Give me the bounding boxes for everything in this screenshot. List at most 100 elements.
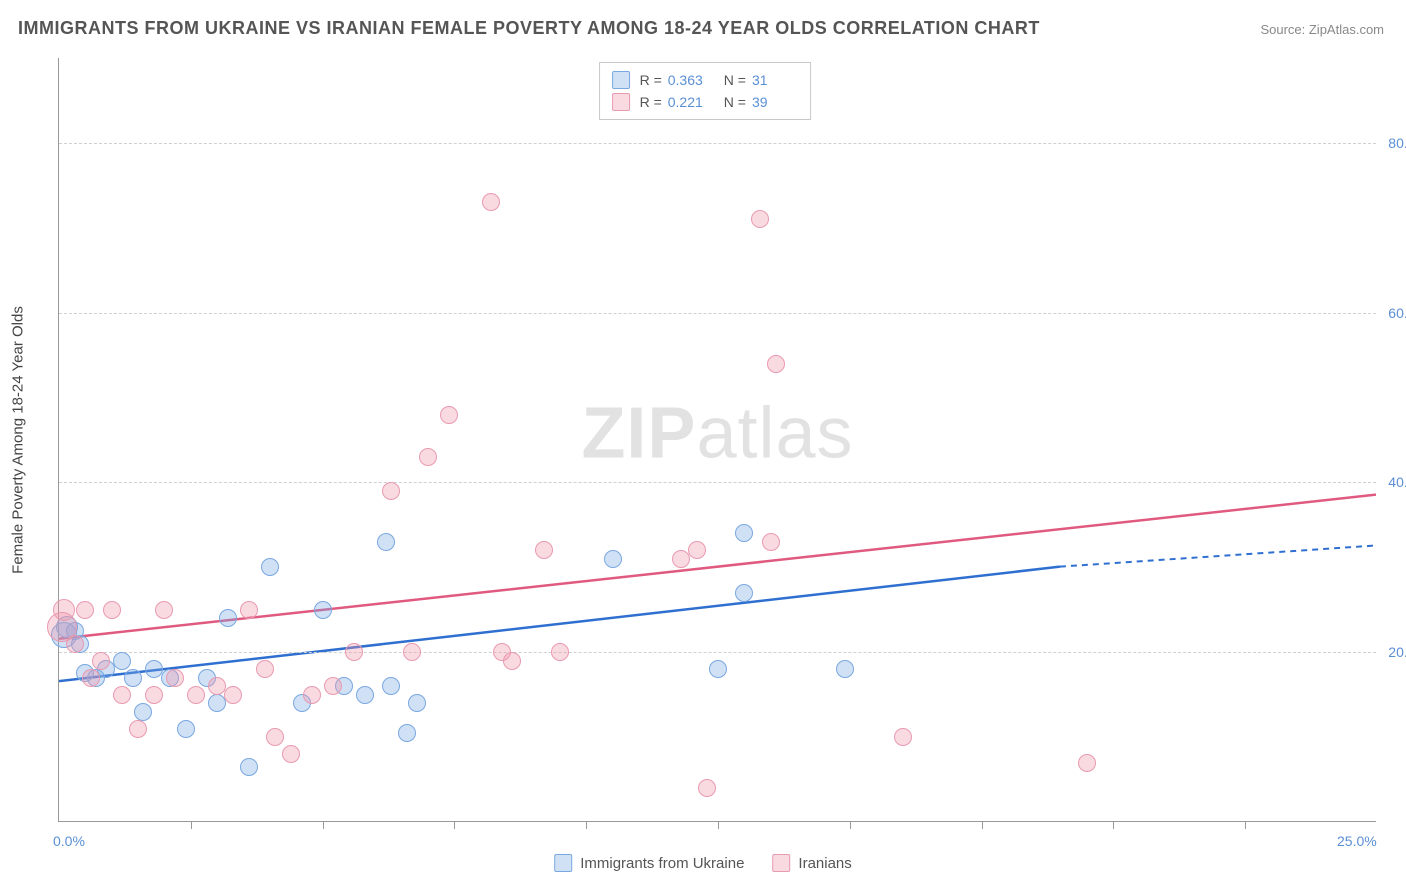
scatter-point-iranians bbox=[129, 720, 147, 738]
regression-line-dash-ukraine bbox=[1060, 545, 1376, 566]
stat-legend-row-ukraine: R = 0.363 N = 31 bbox=[612, 69, 798, 91]
stat-r-value: 0.363 bbox=[668, 69, 714, 91]
scatter-point-iranians bbox=[155, 601, 173, 619]
stat-n-value: 31 bbox=[752, 69, 798, 91]
scatter-point-ukraine bbox=[408, 694, 426, 712]
scatter-point-iranians bbox=[76, 601, 94, 619]
scatter-point-iranians bbox=[767, 355, 785, 373]
scatter-point-iranians bbox=[303, 686, 321, 704]
scatter-point-iranians bbox=[382, 482, 400, 500]
scatter-point-iranians bbox=[224, 686, 242, 704]
scatter-point-iranians bbox=[53, 599, 75, 621]
scatter-point-iranians bbox=[482, 193, 500, 211]
scatter-point-ukraine bbox=[398, 724, 416, 742]
scatter-point-iranians bbox=[503, 652, 521, 670]
scatter-point-ukraine bbox=[735, 584, 753, 602]
legend-swatch-icon bbox=[554, 854, 572, 872]
stat-r-value: 0.221 bbox=[668, 91, 714, 113]
scatter-point-iranians bbox=[698, 779, 716, 797]
scatter-point-iranians bbox=[403, 643, 421, 661]
x-axis-label: 0.0% bbox=[53, 833, 85, 849]
scatter-point-iranians bbox=[166, 669, 184, 687]
gridline bbox=[59, 143, 1376, 144]
stat-n-value: 39 bbox=[752, 91, 798, 113]
y-axis-label: 60.0% bbox=[1388, 305, 1406, 321]
legend-swatch-icon bbox=[612, 93, 630, 111]
scatter-point-iranians bbox=[145, 686, 163, 704]
bottom-legend: Immigrants from Ukraine Iranians bbox=[554, 854, 852, 872]
stat-r-label: R = bbox=[640, 91, 662, 113]
watermark-light: atlas bbox=[696, 393, 853, 473]
x-axis-tick bbox=[1113, 821, 1114, 829]
stat-n-label: N = bbox=[724, 69, 746, 91]
regression-lines-svg bbox=[59, 58, 1376, 821]
scatter-point-iranians bbox=[894, 728, 912, 746]
x-axis-label: 25.0% bbox=[1337, 833, 1377, 849]
watermark-text: ZIPatlas bbox=[581, 392, 853, 474]
y-axis-title: Female Poverty Among 18-24 Year Olds bbox=[10, 306, 27, 574]
stat-n-label: N = bbox=[724, 91, 746, 113]
scatter-point-ukraine bbox=[261, 558, 279, 576]
x-axis-tick bbox=[454, 821, 455, 829]
regression-line-iranians bbox=[59, 495, 1376, 639]
scatter-point-ukraine bbox=[735, 524, 753, 542]
gridline bbox=[59, 652, 1376, 653]
scatter-point-iranians bbox=[751, 210, 769, 228]
scatter-point-iranians bbox=[113, 686, 131, 704]
legend-swatch-icon bbox=[612, 71, 630, 89]
scatter-point-iranians bbox=[266, 728, 284, 746]
watermark-bold: ZIP bbox=[581, 393, 696, 473]
chart-container: IMMIGRANTS FROM UKRAINE VS IRANIAN FEMAL… bbox=[0, 0, 1406, 892]
scatter-point-ukraine bbox=[377, 533, 395, 551]
y-axis-label: 40.0% bbox=[1388, 474, 1406, 490]
scatter-point-ukraine bbox=[134, 703, 152, 721]
bottom-legend-item-ukraine: Immigrants from Ukraine bbox=[554, 854, 744, 872]
stat-legend-row-iranians: R = 0.221 N = 39 bbox=[612, 91, 798, 113]
scatter-point-iranians bbox=[103, 601, 121, 619]
scatter-point-iranians bbox=[187, 686, 205, 704]
scatter-point-iranians bbox=[762, 533, 780, 551]
x-axis-tick bbox=[982, 821, 983, 829]
stat-legend-box: R = 0.363 N = 31 R = 0.221 N = 39 bbox=[599, 62, 811, 120]
scatter-point-iranians bbox=[688, 541, 706, 559]
bottom-legend-item-iranians: Iranians bbox=[772, 854, 851, 872]
scatter-point-ukraine bbox=[113, 652, 131, 670]
gridline bbox=[59, 313, 1376, 314]
scatter-point-ukraine bbox=[836, 660, 854, 678]
scatter-point-iranians bbox=[551, 643, 569, 661]
plot-area: ZIPatlas R =0.363N =31R =0.221N =39 20.0… bbox=[58, 58, 1376, 822]
scatter-point-ukraine bbox=[314, 601, 332, 619]
x-axis-tick bbox=[191, 821, 192, 829]
scatter-point-iranians bbox=[92, 652, 110, 670]
scatter-point-iranians bbox=[256, 660, 274, 678]
bottom-legend-label: Immigrants from Ukraine bbox=[580, 855, 744, 872]
scatter-point-ukraine bbox=[124, 669, 142, 687]
stat-r-label: R = bbox=[640, 69, 662, 91]
scatter-point-ukraine bbox=[709, 660, 727, 678]
scatter-point-ukraine bbox=[240, 758, 258, 776]
regression-line-ukraine bbox=[59, 567, 1060, 681]
source-attribution: Source: ZipAtlas.com bbox=[1260, 22, 1384, 37]
scatter-point-iranians bbox=[82, 669, 100, 687]
scatter-point-iranians bbox=[240, 601, 258, 619]
scatter-point-ukraine bbox=[356, 686, 374, 704]
scatter-point-iranians bbox=[1078, 754, 1096, 772]
scatter-point-ukraine bbox=[177, 720, 195, 738]
bottom-legend-label: Iranians bbox=[798, 855, 851, 872]
scatter-point-ukraine bbox=[219, 609, 237, 627]
legend-swatch-icon bbox=[772, 854, 790, 872]
x-axis-tick bbox=[718, 821, 719, 829]
scatter-point-iranians bbox=[282, 745, 300, 763]
x-axis-tick bbox=[1245, 821, 1246, 829]
y-axis-label: 20.0% bbox=[1388, 644, 1406, 660]
scatter-point-iranians bbox=[419, 448, 437, 466]
gridline bbox=[59, 482, 1376, 483]
x-axis-tick bbox=[586, 821, 587, 829]
scatter-point-iranians bbox=[535, 541, 553, 559]
chart-title: IMMIGRANTS FROM UKRAINE VS IRANIAN FEMAL… bbox=[18, 18, 1040, 39]
scatter-point-iranians bbox=[440, 406, 458, 424]
scatter-point-ukraine bbox=[604, 550, 622, 568]
x-axis-tick bbox=[323, 821, 324, 829]
scatter-point-iranians bbox=[345, 643, 363, 661]
scatter-point-iranians bbox=[324, 677, 342, 695]
